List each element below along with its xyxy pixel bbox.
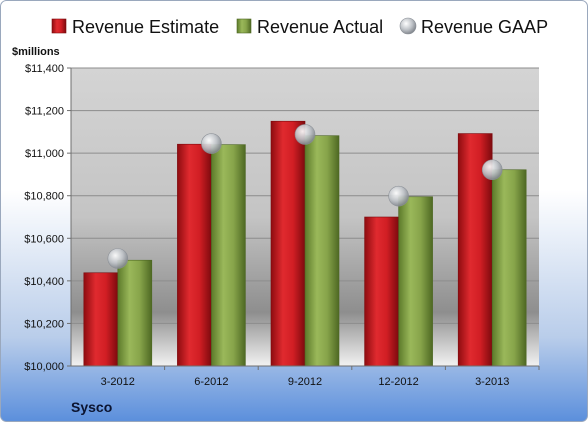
actual-bar: [304, 135, 340, 367]
gaap-marker: [107, 248, 129, 269]
estimate-bar: [83, 272, 119, 367]
gaap-marker: [388, 185, 409, 207]
y-tick-label: $11,400: [25, 63, 64, 75]
gaap-markers: [107, 124, 503, 269]
estimate-bar: [270, 120, 306, 367]
actual-bar: [211, 144, 246, 367]
legend-swatch-actual: [236, 18, 252, 34]
unit-label: $millions: [12, 46, 60, 58]
legend-label-estimate: Revenue Estimate: [72, 17, 219, 37]
y-tick-label: $10,800: [24, 191, 64, 203]
x-tick-label: 12-2012: [378, 376, 418, 388]
chart-legend: Revenue Estimate Revenue Actual Revenue …: [51, 17, 548, 37]
legend-swatch-estimate: [51, 18, 67, 34]
y-tick-label: $11,200: [25, 106, 64, 118]
x-tick-label: 6-2012: [194, 376, 228, 388]
actual-bar: [117, 259, 153, 367]
company-name: Sysco: [71, 399, 112, 415]
y-tick-label: $10,600: [24, 233, 64, 245]
x-tick-label: 3-2013: [475, 376, 509, 388]
x-axis-ticks: 3-2012 6-2012 9-2012 12-2012 3-2013: [101, 366, 540, 388]
y-axis-ticks: $10,000 $10,200 $10,400 $10,600 $10,800 $11,0…: [24, 63, 71, 373]
legend-label-actual: Revenue Actual: [257, 17, 383, 37]
x-tick-label: 9-2012: [288, 376, 322, 388]
estimate-bar: [177, 143, 212, 367]
y-tick-label: $11,000: [25, 148, 64, 160]
gaap-marker: [294, 124, 316, 145]
y-tick-label: $10,000: [24, 361, 64, 373]
legend-label-gaap: Revenue GAAP: [421, 17, 548, 37]
x-tick-label: 3-2012: [101, 376, 135, 388]
actual-bar: [491, 169, 527, 367]
y-tick-label: $10,200: [24, 318, 64, 330]
gaap-marker: [481, 159, 503, 181]
y-tick-label: $10,400: [24, 276, 64, 288]
legend-marker-gaap: [399, 17, 417, 35]
actual-bar: [398, 196, 433, 367]
estimate-bar: [364, 216, 399, 367]
gaap-marker: [201, 133, 222, 154]
